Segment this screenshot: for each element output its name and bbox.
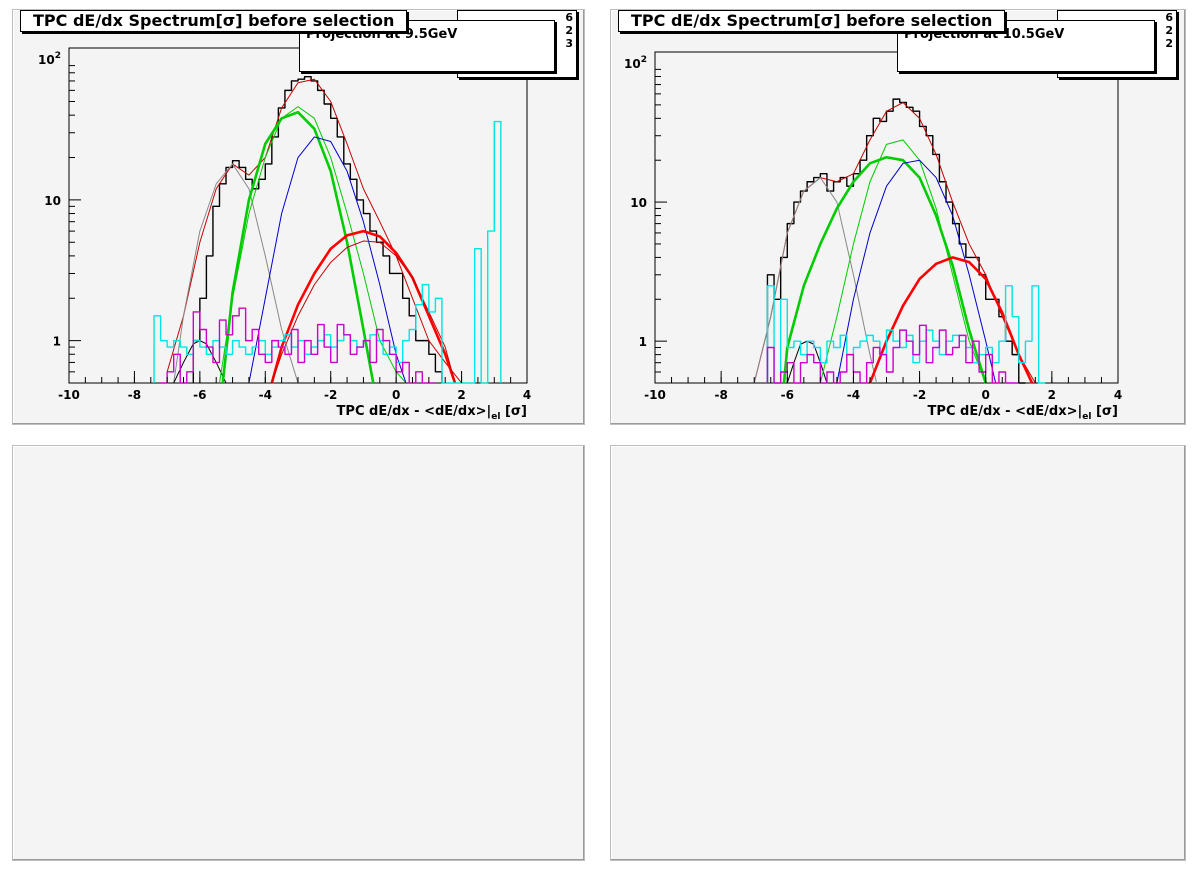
- series-line-6: [248, 136, 407, 384]
- canvas-pad-bottom-left: [12, 445, 585, 861]
- canvas-pad-bottom-right: [610, 445, 1186, 861]
- y-tick-label: 10: [630, 196, 647, 210]
- y-tick-label: 10: [44, 194, 61, 208]
- stat-value: 2: [565, 24, 573, 37]
- x-tick-label: 0: [982, 388, 990, 402]
- series-line-9: [766, 324, 1019, 384]
- x-tick-label: -10: [58, 388, 80, 402]
- canvas-pad-top-left: -10 -8 -6 -4 -2 0 2 4 1 10 102 TPC dE/dx - <dE/dx>|…: [12, 9, 585, 425]
- plot-frame: [654, 51, 1119, 384]
- y-tick-label: 1: [53, 335, 61, 349]
- stat-value: 2: [1165, 37, 1173, 50]
- x-tick-label: 4: [523, 388, 531, 402]
- x-tick-label: -2: [324, 388, 337, 402]
- series-line-5: [221, 110, 375, 384]
- x-tick-label: -8: [714, 388, 727, 402]
- canvas-pad-top-right: -10 -8 -6 -4 -2 0 2 4 1 10 102 TPC dE/dx - <dE/dx>|…: [610, 9, 1186, 425]
- y-tick-label: 102: [624, 55, 647, 71]
- series-line-7: [868, 256, 1034, 384]
- x-tick-label: 2: [457, 388, 465, 402]
- series-line-2: [753, 177, 878, 384]
- x-tick-label: -10: [644, 388, 666, 402]
- series-line-7: [270, 229, 457, 384]
- x-tick-label: -2: [913, 388, 926, 402]
- x-tick-label: 2: [1048, 388, 1056, 402]
- plot-frame: [68, 47, 528, 384]
- series-line-9: [153, 120, 502, 384]
- series-line-5: [819, 139, 987, 384]
- x-tick-label: 4: [1114, 388, 1122, 402]
- x-tick-label: -6: [193, 388, 206, 402]
- x-axis-title: TPC dE/dx - <dE/dx>|el [σ]: [928, 404, 1118, 422]
- series-line-8: [766, 285, 1046, 384]
- x-tick-label: -6: [781, 388, 794, 402]
- y-tick-label: 102: [38, 51, 61, 67]
- histogram-plot-9p5gev: -10 -8 -6 -4 -2 0 2 4 1 10 102 TPC dE/dx - <dE/dx>|…: [38, 47, 531, 422]
- x-tick-label: 0: [392, 388, 400, 402]
- pad-title: TPC dE/dx Spectrum[σ] before selection: [20, 10, 408, 32]
- histogram-plot-10p5gev: -10 -8 -6 -4 -2 0 2 4 1 10 102 TPC dE/dx - <dE/dx>|…: [624, 51, 1122, 422]
- x-tick-label: -8: [128, 388, 141, 402]
- series-line-6: [836, 159, 997, 384]
- series-line-10: [160, 307, 436, 384]
- pad-title: TPC dE/dx Spectrum[σ] before selection: [618, 10, 1006, 32]
- x-axis-title: TPC dE/dx - <dE/dx>|el [σ]: [337, 404, 527, 422]
- x-tick-label: -4: [847, 388, 860, 402]
- stat-value: 6: [565, 11, 573, 24]
- stat-value: 2: [1165, 24, 1173, 37]
- y-tick-label: 1: [639, 335, 647, 349]
- series-line-1: [166, 78, 462, 384]
- x-tick-label: -4: [259, 388, 272, 402]
- stat-value: 3: [565, 37, 573, 50]
- series-line-2: [173, 163, 299, 384]
- stat-value: 6: [1165, 11, 1173, 24]
